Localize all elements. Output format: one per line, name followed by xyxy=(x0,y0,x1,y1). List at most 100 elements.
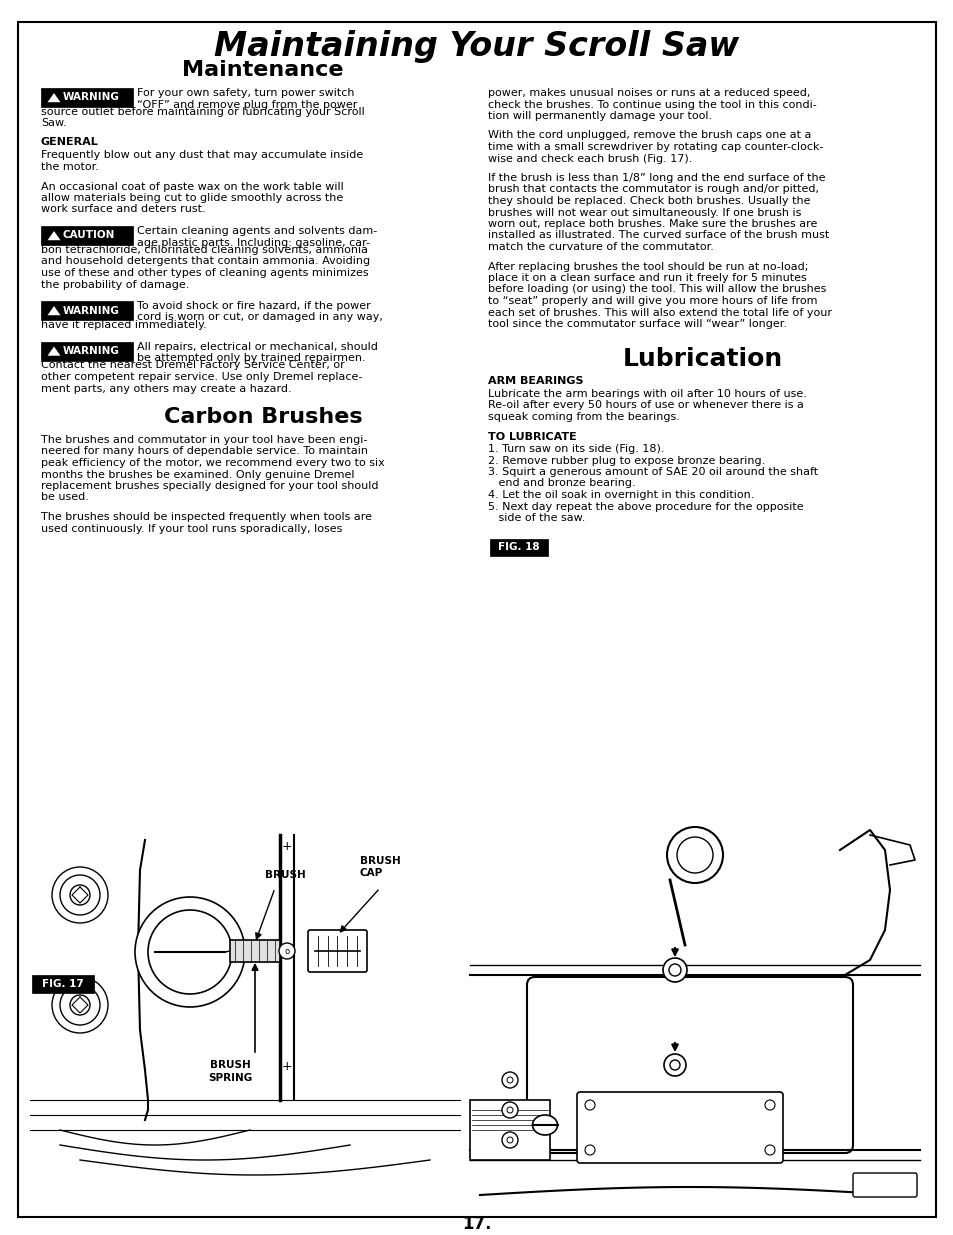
Text: the probability of damage.: the probability of damage. xyxy=(41,279,190,289)
Text: An occasional coat of paste wax on the work table will: An occasional coat of paste wax on the w… xyxy=(41,182,343,191)
Circle shape xyxy=(663,1053,685,1076)
Text: be attempted only by trained repairmen.: be attempted only by trained repairmen. xyxy=(137,353,365,363)
Text: cord is worn or cut, or damaged in any way,: cord is worn or cut, or damaged in any w… xyxy=(137,312,382,322)
Circle shape xyxy=(501,1102,517,1118)
Text: Maintenance: Maintenance xyxy=(182,61,343,80)
Circle shape xyxy=(52,867,108,923)
Text: Certain cleaning agents and solvents dam-: Certain cleaning agents and solvents dam… xyxy=(137,226,376,236)
Circle shape xyxy=(135,897,245,1007)
FancyBboxPatch shape xyxy=(308,930,367,972)
Text: power, makes unusual noises or runs at a reduced speed,: power, makes unusual noises or runs at a… xyxy=(488,88,809,98)
Text: before loading (or using) the tool. This will allow the brushes: before loading (or using) the tool. This… xyxy=(488,284,825,294)
Text: 4. Let the oil soak in overnight in this condition.: 4. Let the oil soak in overnight in this… xyxy=(488,490,754,500)
Polygon shape xyxy=(47,305,61,315)
Circle shape xyxy=(60,986,100,1025)
Text: Lubricate the arm bearings with oil after 10 hours of use.: Lubricate the arm bearings with oil afte… xyxy=(488,389,806,399)
Circle shape xyxy=(669,1060,679,1070)
Text: WARNING: WARNING xyxy=(63,305,120,315)
Text: 17.: 17. xyxy=(462,1215,491,1233)
Text: Maintaining Your Scroll Saw: Maintaining Your Scroll Saw xyxy=(214,30,739,63)
Text: FIG. 17: FIG. 17 xyxy=(42,979,84,989)
Text: BRUSH: BRUSH xyxy=(265,869,305,881)
FancyBboxPatch shape xyxy=(41,301,132,320)
Text: age plastic parts. Including: gasoline, car-: age plastic parts. Including: gasoline, … xyxy=(137,237,370,247)
Text: The brushes should be inspected frequently when tools are: The brushes should be inspected frequent… xyxy=(41,513,372,522)
Circle shape xyxy=(148,910,232,994)
Text: After replacing brushes the tool should be run at no-load;: After replacing brushes the tool should … xyxy=(488,262,807,272)
Text: replacement brushes specially designed for your tool should: replacement brushes specially designed f… xyxy=(41,480,378,492)
Text: All repairs, electrical or mechanical, should: All repairs, electrical or mechanical, s… xyxy=(137,342,377,352)
Ellipse shape xyxy=(532,1115,557,1135)
Text: end and bronze bearing.: end and bronze bearing. xyxy=(488,478,635,489)
FancyBboxPatch shape xyxy=(41,88,132,107)
Text: worn out, replace both brushes. Make sure the brushes are: worn out, replace both brushes. Make sur… xyxy=(488,219,817,228)
Text: 2. Remove rubber plug to expose bronze bearing.: 2. Remove rubber plug to expose bronze b… xyxy=(488,456,764,466)
Text: ment parts, any others may create a hazard.: ment parts, any others may create a haza… xyxy=(41,384,292,394)
Text: months the brushes be examined. Only genuine Dremel: months the brushes be examined. Only gen… xyxy=(41,469,355,479)
Circle shape xyxy=(52,977,108,1032)
Text: For your own safety, turn power switch: For your own safety, turn power switch xyxy=(137,88,355,98)
FancyBboxPatch shape xyxy=(577,1092,782,1163)
Text: to “seat” properly and will give you more hours of life from: to “seat” properly and will give you mor… xyxy=(488,296,817,306)
Circle shape xyxy=(584,1100,595,1110)
Text: +: + xyxy=(281,1060,292,1073)
Text: “OFF” and remove plug from the power: “OFF” and remove plug from the power xyxy=(137,100,357,110)
Circle shape xyxy=(506,1107,513,1113)
Text: 3. Squirt a generous amount of SAE 20 oil around the shaft: 3. Squirt a generous amount of SAE 20 oi… xyxy=(488,467,818,477)
Text: side of the saw.: side of the saw. xyxy=(488,513,585,522)
Text: bon tetrachloride, chlorinated cleaning solvents, ammonia: bon tetrachloride, chlorinated cleaning … xyxy=(41,245,368,254)
Text: installed as illustrated. The curved surface of the brush must: installed as illustrated. The curved sur… xyxy=(488,231,828,241)
Text: peak efficiency of the motor, we recommend every two to six: peak efficiency of the motor, we recomme… xyxy=(41,458,384,468)
Text: TO LUBRICATE: TO LUBRICATE xyxy=(488,431,577,441)
Text: each set of brushes. This will also extend the total life of your: each set of brushes. This will also exte… xyxy=(488,308,831,317)
Text: work surface and deters rust.: work surface and deters rust. xyxy=(41,205,206,215)
Circle shape xyxy=(501,1072,517,1088)
Text: 5. Next day repeat the above procedure for the opposite: 5. Next day repeat the above procedure f… xyxy=(488,501,802,511)
Text: o: o xyxy=(284,946,290,956)
Text: match the curvature of the commutator.: match the curvature of the commutator. xyxy=(488,242,713,252)
Circle shape xyxy=(60,876,100,915)
Text: other competent repair service. Use only Dremel replace-: other competent repair service. Use only… xyxy=(41,372,362,382)
Text: tool since the commutator surface will “wear” longer.: tool since the commutator surface will “… xyxy=(488,319,786,329)
FancyBboxPatch shape xyxy=(852,1173,916,1197)
Text: be used.: be used. xyxy=(41,493,89,503)
Circle shape xyxy=(584,1145,595,1155)
Text: they should be replaced. Check both brushes. Usually the: they should be replaced. Check both brus… xyxy=(488,196,810,206)
Text: used continuously. If your tool runs sporadically, loses: used continuously. If your tool runs spo… xyxy=(41,524,342,534)
Circle shape xyxy=(677,837,712,873)
Text: tion will permanently damage your tool.: tion will permanently damage your tool. xyxy=(488,111,711,121)
Text: To avoid shock or fire hazard, if the power: To avoid shock or fire hazard, if the po… xyxy=(137,301,371,311)
FancyBboxPatch shape xyxy=(41,226,132,245)
Text: ARM BEARINGS: ARM BEARINGS xyxy=(488,377,583,387)
Text: GENERAL: GENERAL xyxy=(41,137,99,147)
Text: CAP: CAP xyxy=(359,868,383,878)
Polygon shape xyxy=(47,93,61,103)
Text: Saw.: Saw. xyxy=(41,119,67,128)
Text: 1. Turn saw on its side (Fig. 18).: 1. Turn saw on its side (Fig. 18). xyxy=(488,445,664,454)
FancyBboxPatch shape xyxy=(18,22,935,1216)
Text: the motor.: the motor. xyxy=(41,162,99,172)
Text: place it on a clean surface and run it freely for 5 minutes: place it on a clean surface and run it f… xyxy=(488,273,806,283)
Circle shape xyxy=(764,1100,774,1110)
Text: use of these and other types of cleaning agents minimizes: use of these and other types of cleaning… xyxy=(41,268,368,278)
Text: neered for many hours of dependable service. To maintain: neered for many hours of dependable serv… xyxy=(41,447,368,457)
Circle shape xyxy=(70,885,90,905)
Circle shape xyxy=(668,965,680,976)
Circle shape xyxy=(278,944,294,960)
Text: check the brushes. To continue using the tool in this condi-: check the brushes. To continue using the… xyxy=(488,100,816,110)
Circle shape xyxy=(764,1145,774,1155)
Circle shape xyxy=(662,958,686,982)
Circle shape xyxy=(666,827,722,883)
FancyBboxPatch shape xyxy=(470,1100,550,1160)
Text: The brushes and commutator in your tool have been engi-: The brushes and commutator in your tool … xyxy=(41,435,367,445)
Text: Lubrication: Lubrication xyxy=(622,347,782,370)
Text: WARNING: WARNING xyxy=(63,346,120,356)
Text: brush that contacts the commutator is rough and/or pitted,: brush that contacts the commutator is ro… xyxy=(488,184,818,194)
Text: Carbon Brushes: Carbon Brushes xyxy=(164,408,362,427)
Text: Frequently blow out any dust that may accumulate inside: Frequently blow out any dust that may ac… xyxy=(41,151,363,161)
Text: allow materials being cut to glide smoothly across the: allow materials being cut to glide smoot… xyxy=(41,193,343,203)
Text: CAUTION: CAUTION xyxy=(63,231,115,241)
Text: BRUSH: BRUSH xyxy=(359,856,400,866)
Circle shape xyxy=(70,995,90,1015)
Text: BRUSH: BRUSH xyxy=(210,1060,250,1070)
